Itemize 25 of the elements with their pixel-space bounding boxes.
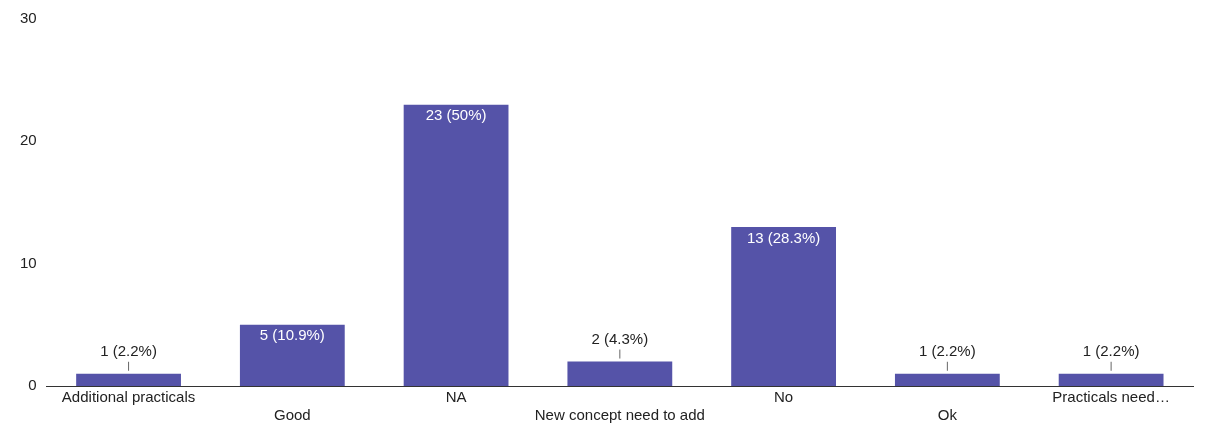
bar <box>76 373 181 386</box>
bar <box>894 373 1000 386</box>
x-tick-label: Additional practicals <box>61 388 196 406</box>
bar <box>731 226 837 386</box>
data-label: 13 (28.3%) <box>746 228 821 246</box>
data-label: 23 (50%) <box>425 106 487 124</box>
y-tick-label: 10 <box>20 253 37 271</box>
data-label: 1 (2.2%) <box>1082 342 1140 360</box>
data-label: 1 (2.2%) <box>919 342 976 360</box>
data-label: 2 (4.3%) <box>591 330 649 348</box>
x-tick-label: NA <box>445 388 467 406</box>
x-tick-label: Ok <box>937 406 958 424</box>
data-label: 5 (10.9%) <box>259 326 325 344</box>
y-tick-label: 30 <box>20 9 37 27</box>
bar <box>567 361 673 386</box>
y-tick-label: 0 <box>28 376 37 394</box>
y-tick-label: 20 <box>20 131 37 149</box>
x-tick-label: New concept need to add <box>534 406 705 424</box>
x-tick-label: No <box>774 388 794 406</box>
data-label: 1 (2.2%) <box>100 342 157 360</box>
x-tick-label: Practicals need… <box>1052 388 1170 406</box>
bar <box>403 104 509 386</box>
bar <box>1058 373 1164 386</box>
bar <box>239 324 345 386</box>
x-tick-label: Good <box>273 406 311 424</box>
